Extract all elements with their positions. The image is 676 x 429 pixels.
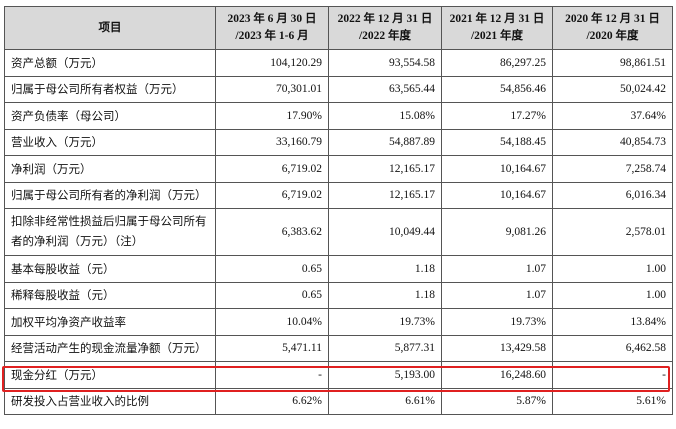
cell-value: 10.04% (215, 308, 329, 336)
cell-value: 0.65 (215, 281, 329, 309)
cell-value: 6.62% (215, 387, 329, 415)
cell-value: 10,049.44 (328, 208, 442, 256)
table-row: 扣除非经常性损益后归属于母公司所有者的净利润（万元）（注） 6,383.62 1… (4, 208, 673, 256)
row-label: 扣除非经常性损益后归属于母公司所有者的净利润（万元）（注） (4, 208, 216, 256)
cell-value: 1.07 (441, 255, 553, 283)
row-label: 稀释每股收益（元） (4, 281, 216, 309)
cell-value: 6,383.62 (215, 208, 329, 256)
header-line2: /2020 年度 (586, 30, 639, 42)
cell-value: 33,160.79 (215, 128, 329, 156)
cell-value: - (552, 361, 673, 389)
row-label: 研发投入占营业收入的比例 (4, 387, 216, 415)
cell-value: 6,016.34 (552, 181, 673, 209)
header-line2: /2023 年 1-6 月 (235, 30, 309, 42)
cell-value: 70,301.01 (215, 75, 329, 103)
row-label: 归属于母公司所有者权益（万元） (4, 75, 216, 103)
header-line2: /2021 年度 (470, 30, 524, 42)
table-row: 稀释每股收益（元） 0.65 1.18 1.07 1.00 (4, 281, 673, 309)
header-line1: 2022 年 12 月 31 日 (337, 13, 433, 25)
cell-value: 19.73% (441, 308, 553, 336)
table-row: 营业收入（万元） 33,160.79 54,887.89 54,188.45 4… (4, 128, 673, 156)
cell-value: 13,429.58 (441, 334, 553, 362)
header-line1: 2020 年 12 月 31 日 (565, 13, 660, 25)
table-row: 归属于母公司所有者的净利润（万元） 6,719.02 12,165.17 10,… (4, 181, 673, 209)
header-2022: 2022 年 12 月 31 日 /2022 年度 (328, 6, 442, 50)
table-row: 资产总额（万元） 104,120.29 93,554.58 86,297.25 … (4, 49, 673, 77)
header-item: 项目 (4, 6, 216, 50)
table-row: 研发投入占营业收入的比例 6.62% 6.61% 5.87% 5.61% (4, 387, 673, 415)
cell-value: 54,887.89 (328, 128, 442, 156)
cell-value: 1.00 (552, 281, 673, 309)
table-row: 资产负债率（母公司） 17.90% 15.08% 17.27% 37.64% (4, 102, 673, 130)
table-row: 净利润（万元） 6,719.02 12,165.17 10,164.67 7,2… (4, 155, 673, 183)
header-row: 项目 2023 年 6 月 30 日 /2023 年 1-6 月 2022 年 … (4, 6, 673, 50)
cell-value: 6,462.58 (552, 334, 673, 362)
header-2021: 2021 年 12 月 31 日 /2021 年度 (441, 6, 553, 50)
cell-value: 15.08% (328, 102, 442, 130)
row-label: 基本每股收益（元） (4, 255, 216, 283)
cell-value: 17.90% (215, 102, 329, 130)
table-row: 加权平均净资产收益率 10.04% 19.73% 19.73% 13.84% (4, 308, 673, 336)
cell-value: 93,554.58 (328, 49, 442, 77)
cell-value: 9,081.26 (441, 208, 553, 256)
row-label: 现金分红（万元） (4, 361, 216, 389)
cell-value: 16,248.60 (441, 361, 553, 389)
cell-value: 0.65 (215, 255, 329, 283)
cell-value: 5,877.31 (328, 334, 442, 362)
cell-value: 50,024.42 (552, 75, 673, 103)
cell-value: 5.61% (552, 387, 673, 415)
cell-value: 1.00 (552, 255, 673, 283)
cell-value: 54,856.46 (441, 75, 553, 103)
cell-value: 12,165.17 (328, 181, 442, 209)
header-2023h1: 2023 年 6 月 30 日 /2023 年 1-6 月 (215, 6, 329, 50)
cell-value: 98,861.51 (552, 49, 673, 77)
table-row: 经营活动产生的现金流量净额（万元） 5,471.11 5,877.31 13,4… (4, 334, 673, 362)
cell-value: 40,854.73 (552, 128, 673, 156)
header-line2: /2022 年度 (358, 30, 412, 42)
cell-value: 13.84% (552, 308, 673, 336)
header-item-label: 项目 (98, 21, 122, 34)
table-row: 归属于母公司所有者权益（万元） 70,301.01 63,565.44 54,8… (4, 75, 673, 103)
row-label: 加权平均净资产收益率 (4, 308, 216, 336)
cell-value: - (215, 361, 329, 389)
cell-value: 37.64% (552, 102, 673, 130)
cell-value: 5,471.11 (215, 334, 329, 362)
cell-value: 6.61% (328, 387, 442, 415)
financial-table: 项目 2023 年 6 月 30 日 /2023 年 1-6 月 2022 年 … (4, 6, 673, 415)
cell-value: 54,188.45 (441, 128, 553, 156)
table-row-cash-dividend: 现金分红（万元） - 5,193.00 16,248.60 - (4, 361, 673, 389)
header-line1: 2023 年 6 月 30 日 (227, 13, 317, 25)
cell-value: 6,719.02 (215, 181, 329, 209)
cell-value: 86,297.25 (441, 49, 553, 77)
header-2020: 2020 年 12 月 31 日 /2020 年度 (552, 6, 673, 50)
cell-value: 63,565.44 (328, 75, 442, 103)
row-label: 归属于母公司所有者的净利润（万元） (4, 181, 216, 209)
cell-value: 10,164.67 (441, 155, 553, 183)
table-row: 基本每股收益（元） 0.65 1.18 1.07 1.00 (4, 255, 673, 283)
row-label: 资产负债率（母公司） (4, 102, 216, 130)
cell-value: 12,165.17 (328, 155, 442, 183)
header-line1: 2021 年 12 月 31 日 (449, 13, 545, 25)
cell-value: 19.73% (328, 308, 442, 336)
cell-value: 1.07 (441, 281, 553, 309)
cell-value: 10,164.67 (441, 181, 553, 209)
cell-value: 2,578.01 (552, 208, 673, 256)
cell-value: 1.18 (328, 255, 442, 283)
cell-value: 5.87% (441, 387, 553, 415)
cell-value: 1.18 (328, 281, 442, 309)
row-label: 资产总额（万元） (4, 49, 216, 77)
row-label: 营业收入（万元） (4, 128, 216, 156)
cell-value: 104,120.29 (215, 49, 329, 77)
cell-value: 5,193.00 (328, 361, 442, 389)
cell-value: 7,258.74 (552, 155, 673, 183)
row-label: 净利润（万元） (4, 155, 216, 183)
cell-value: 6,719.02 (215, 155, 329, 183)
cell-value: 17.27% (441, 102, 553, 130)
row-label: 经营活动产生的现金流量净额（万元） (4, 334, 216, 362)
